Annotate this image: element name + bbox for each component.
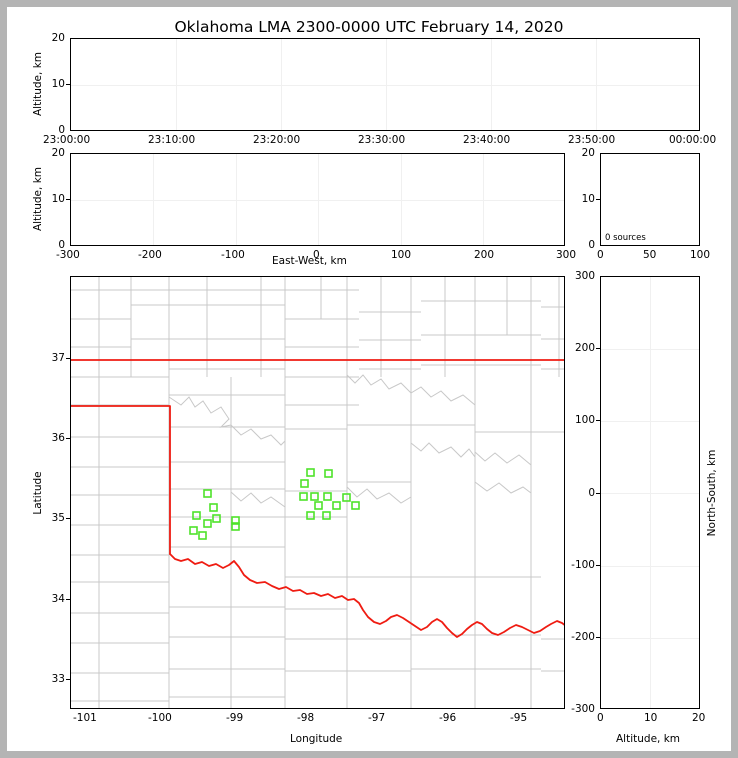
axis-tick-label: 0 [58,239,65,251]
axis-tickmark [66,84,70,85]
axis-tick-label: 34 [51,593,65,605]
axis-label-east-west: East-West, km [272,255,347,267]
gridline [176,39,177,130]
axis-tick-label: 36 [51,432,65,444]
gridline [601,349,699,350]
axis-tickmark [596,348,600,349]
gridline [601,566,699,567]
axis-tick-label: -95 [510,712,528,724]
axis-tick-label: 200 [574,342,595,354]
axis-tick-label: 23:20:00 [253,134,301,146]
gridline [318,154,319,245]
gridline [601,638,699,639]
axis-tick-label: -96 [439,712,457,724]
page-title: Oklahoma LMA 2300-0000 UTC February 14, … [174,18,564,36]
panel-plan-view-map[interactable] [70,276,565,709]
axis-tick-label: 0 [313,249,320,261]
gridline [601,421,699,422]
river-boundaries [168,374,532,508]
axis-tick-label: -300 [571,703,595,715]
axis-label-longitude: Longitude [290,733,343,745]
axis-tick-label: 20 [581,147,595,159]
axis-tick-label: 20 [692,712,706,724]
axis-tick-label: 0 [58,124,65,136]
source-count-label: 0 sources [605,233,646,243]
axis-tick-label: 23:00:00 [43,134,91,146]
axis-tick-label: 200 [474,249,495,261]
axis-tickmark [66,599,70,600]
axis-tick-label: 0 [597,249,604,261]
axis-label-altitude: Altitude, km [32,167,44,232]
axis-tick-label: 300 [574,270,595,282]
axis-tickmark [596,565,600,566]
axis-tick-label: 100 [391,249,412,261]
gridline [601,493,699,494]
axis-tickmark [596,199,600,200]
panel-time-altitude[interactable] [70,38,700,131]
axis-tick-label: -97 [368,712,386,724]
axis-tick-label: 0 [588,487,595,499]
gridline [386,39,387,130]
axis-tick-label: 20 [51,147,65,159]
axis-tick-label: 35 [51,512,65,524]
axis-tick-label: 10 [51,78,65,90]
panel-altitude-histogram[interactable] [600,153,700,246]
axis-tick-label: 33 [51,673,65,685]
axis-tick-label: -100 [221,249,245,261]
axis-tick-label: -101 [73,712,97,724]
state-border [71,359,564,638]
axis-label-altitude-bottom: Altitude, km [616,733,681,745]
axis-tick-label: 100 [690,249,711,261]
axis-tick-label: -200 [571,631,595,643]
axis-tickmark [66,199,70,200]
county-borders [71,277,564,708]
axis-tick-label: 50 [643,249,657,261]
axis-tick-label: -100 [571,559,595,571]
gridline [236,154,237,245]
gridline [281,39,282,130]
panel-east-west-altitude[interactable] [70,153,565,246]
axis-tickmark [66,358,70,359]
axis-tick-label: 37 [51,352,65,364]
axis-tick-label: 0 [597,712,604,724]
axis-tick-label: 23:40:00 [463,134,511,146]
axis-tick-label: -200 [138,249,162,261]
gridline [596,39,597,130]
gridline [483,154,484,245]
axis-tick-label: 23:10:00 [148,134,196,146]
axis-tick-label: 23:30:00 [358,134,406,146]
axis-label-north-south: North-South, km [706,449,718,537]
axis-tick-label: 100 [574,414,595,426]
axis-tickmark [596,493,600,494]
axis-label-altitude: Altitude, km [32,52,44,117]
axis-tick-label: 10 [51,193,65,205]
axis-tick-label: 300 [556,249,577,261]
axis-label-latitude: Latitude [32,471,44,515]
axis-tickmark [596,420,600,421]
axis-tick-label: 00:00:00 [669,134,717,146]
axis-tick-label: 23:50:00 [568,134,616,146]
axis-tick-label: 0 [588,239,595,251]
axis-tick-label: -98 [297,712,315,724]
axis-tickmark [66,438,70,439]
gridline [401,154,402,245]
axis-tickmark [596,637,600,638]
map-graphic [71,277,564,708]
source-markers [189,468,360,540]
axis-tick-label: 10 [644,712,658,724]
axis-tick-label: -300 [56,249,80,261]
panel-north-south-altitude[interactable] [600,276,700,709]
axis-tick-label: -99 [226,712,244,724]
figure-canvas: Oklahoma LMA 2300-0000 UTC February 14, … [7,7,731,751]
axis-tick-label: -100 [148,712,172,724]
axis-tick-label: 10 [581,193,595,205]
axis-tickmark [66,518,70,519]
gridline [71,200,564,201]
gridline [491,39,492,130]
axis-tickmark [66,679,70,680]
gridline [650,277,651,708]
gridline [71,85,699,86]
axis-tick-label: 20 [51,32,65,44]
gridline [153,154,154,245]
